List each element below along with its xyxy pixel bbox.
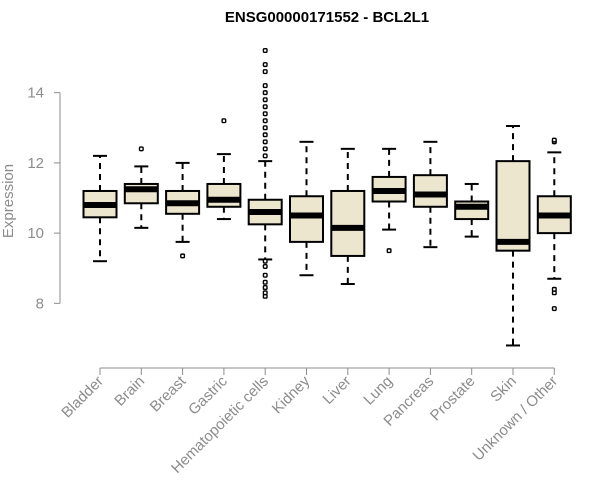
outlier-point (262, 279, 268, 285)
outlier-point (262, 290, 268, 296)
outlier-point (262, 285, 268, 291)
box-group (82, 154, 118, 263)
outlier-point (262, 132, 268, 138)
x-tick-label: Lung (360, 373, 396, 409)
outlier-point (262, 69, 268, 75)
box-group (206, 118, 242, 221)
outlier-point (262, 146, 268, 152)
x-tick-label: Breast (147, 372, 190, 415)
box-group (371, 147, 407, 254)
box-group (289, 140, 324, 277)
outlier-point (262, 272, 268, 278)
outlier-point (262, 48, 268, 54)
chart-title: ENSG00000171552 - BCL2L1 (225, 9, 429, 26)
y-tick-label: 8 (36, 295, 44, 312)
outlier-point (262, 104, 268, 110)
box-iqr (289, 195, 324, 243)
box-iqr (495, 160, 531, 252)
outlier-point (138, 146, 144, 152)
box-group (123, 146, 159, 229)
box-group (412, 140, 448, 249)
outlier-point (180, 253, 186, 259)
box-group (247, 48, 283, 299)
x-tick-label: Prostate (427, 373, 479, 425)
outlier-point (262, 90, 268, 96)
x-tick-label: Skin (487, 373, 520, 406)
box-group (536, 137, 572, 312)
outlier-point (551, 306, 557, 312)
x-tick-label: Bladder (58, 373, 107, 422)
box-iqr (206, 182, 242, 208)
box-group (495, 125, 531, 347)
plot-area (82, 48, 572, 347)
x-tick-label: Brain (111, 373, 148, 410)
y-axis: 8 10 12 14 (27, 85, 61, 312)
outlier-point (262, 83, 268, 89)
outlier-point (262, 139, 268, 145)
outlier-point (551, 137, 557, 143)
outlier-point (386, 248, 392, 254)
outlier-point (262, 258, 268, 264)
outlier-point (262, 153, 268, 159)
outlier-point (262, 263, 268, 269)
box-group (165, 161, 201, 259)
outlier-point (551, 286, 557, 292)
box-group (330, 147, 366, 286)
outlier-point (262, 125, 268, 131)
outlier-point (221, 118, 227, 124)
outlier-point (262, 97, 268, 103)
y-tick-label: 10 (27, 225, 44, 242)
x-tick-label: Kidney (269, 372, 314, 417)
y-axis-label: Expression (0, 164, 17, 238)
outlier-point (262, 118, 268, 124)
box-iqr (330, 189, 366, 257)
y-tick-label: 12 (27, 155, 44, 172)
box-iqr (412, 174, 448, 208)
outlier-point (262, 111, 268, 117)
x-tick-label: Liver (320, 373, 355, 408)
y-tick-label: 14 (27, 85, 44, 102)
outlier-point (262, 62, 268, 68)
box-group (454, 182, 490, 238)
